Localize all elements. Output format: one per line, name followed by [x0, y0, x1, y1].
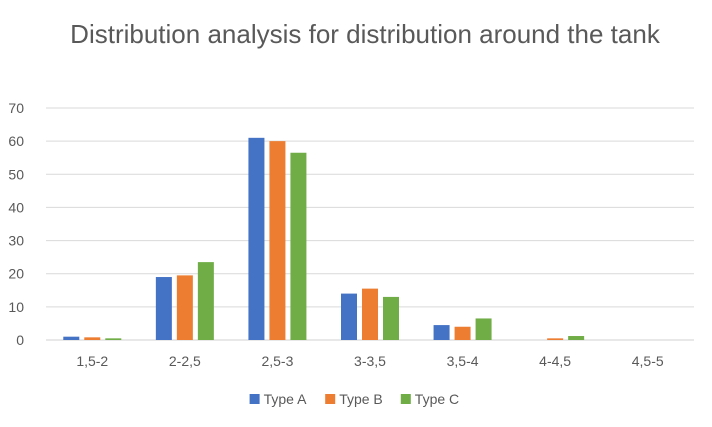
bar-type-b: [547, 338, 564, 340]
y-tick-label: 20: [8, 266, 24, 282]
bar-type-b: [176, 275, 193, 340]
bar-type-a: [341, 293, 357, 340]
bar-type-b: [269, 141, 286, 340]
y-tick-label: 40: [8, 199, 24, 215]
bar-type-c: [383, 296, 399, 340]
bar-type-a: [248, 137, 265, 340]
legend-swatch: [325, 394, 336, 404]
legend-swatch: [400, 394, 411, 404]
bar-type-b: [84, 337, 101, 340]
bar-type-a: [155, 277, 172, 340]
x-tick-label: 1,5-2: [76, 353, 108, 369]
bar-type-c: [197, 262, 214, 340]
x-tick-label: 2-2,5: [169, 353, 201, 369]
bar-type-c: [475, 318, 492, 340]
y-tick-label: 30: [8, 233, 24, 249]
bar-type-a: [63, 336, 80, 340]
y-tick-label: 50: [8, 166, 24, 182]
bar-type-c: [290, 152, 307, 340]
y-tick-label: 70: [8, 100, 24, 116]
bar-type-c: [105, 338, 122, 340]
y-tick-label: 10: [8, 299, 24, 315]
x-tick-label: 4-4,5: [539, 353, 571, 369]
x-tick-label: 4,5-5: [632, 353, 664, 369]
y-tick-label: 60: [8, 133, 24, 149]
legend-label: Type C: [415, 391, 459, 407]
x-tick-label: 3-3,5: [354, 353, 386, 369]
y-tick-label: 0: [16, 332, 24, 348]
bar-type-c: [568, 336, 585, 340]
legend-swatch: [249, 394, 260, 404]
legend-label: Type A: [264, 391, 307, 407]
bar-type-b: [454, 326, 471, 340]
legend-label: Type B: [339, 391, 383, 407]
chart-title: Distribution analysis for distribution a…: [70, 19, 660, 49]
bar-type-a: [433, 325, 450, 340]
x-tick-label: 3,5-4: [447, 353, 479, 369]
x-tick-label: 2,5-3: [261, 353, 293, 369]
bar-type-b: [362, 288, 378, 340]
